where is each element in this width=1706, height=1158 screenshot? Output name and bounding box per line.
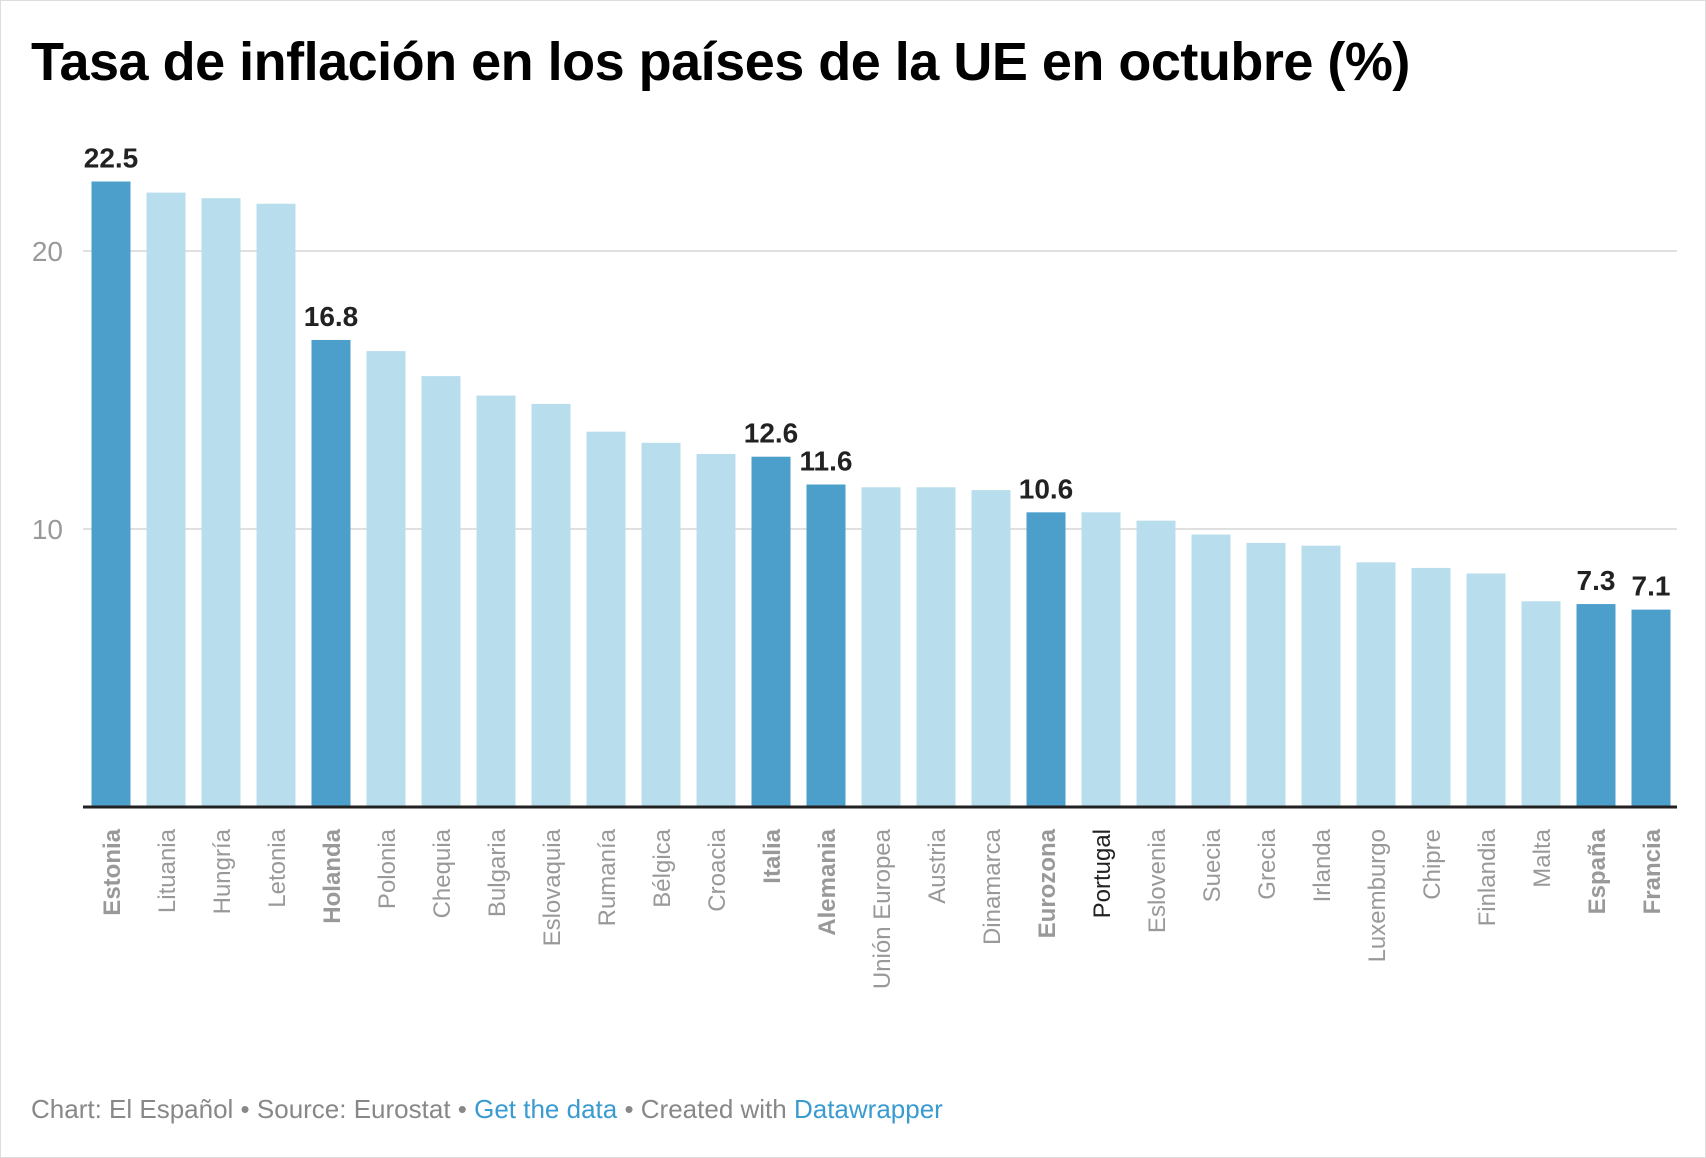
bar-hungría (201, 198, 241, 807)
bar-austria (916, 487, 956, 807)
x-tick-label: Bélgica (649, 828, 676, 907)
x-tick-label: Eslovenia (1144, 828, 1171, 933)
x-tick-label: Lituania (154, 828, 181, 913)
x-tick-label: Suecia (1199, 828, 1226, 902)
data-label: 12.6 (744, 418, 799, 449)
bar-luxemburgo (1356, 562, 1396, 807)
bar-chequia (421, 376, 461, 807)
bar-italia (751, 456, 791, 807)
x-tick-label: Croacia (704, 828, 731, 911)
bar-chart: 10 20 22.5 Estonia Lituania Hungría Letonia 16.… (32, 143, 1677, 989)
separator: • (450, 1094, 475, 1124)
separator: • (617, 1094, 641, 1124)
bar-croacia (696, 453, 736, 807)
data-label: 16.8 (304, 301, 359, 332)
x-tick-label: Chequia (429, 828, 456, 918)
x-tick-label: Alemania (814, 828, 841, 935)
footer: Chart: El Español • Source: Eurostat • G… (31, 1094, 943, 1125)
bar-estonia (91, 181, 131, 807)
x-tick-label: Luxemburgo (1364, 829, 1391, 962)
bar-bélgica (641, 442, 681, 807)
x-tick-label: Italia (759, 828, 786, 883)
x-tick-label: Unión Europea (869, 828, 896, 989)
x-tick-label: Grecia (1254, 828, 1281, 899)
x-tick-label: Irlanda (1309, 828, 1336, 902)
bar-suecia (1191, 534, 1231, 807)
bar-portugal (1081, 512, 1121, 807)
chart-title: Tasa de inflación en los países de la UE… (31, 32, 1410, 92)
get-the-data-link[interactable]: Get the data (474, 1094, 618, 1124)
bar-eurozona (1026, 512, 1066, 807)
footer-created: Created with (640, 1094, 794, 1124)
bar-dinamarca (971, 490, 1011, 807)
x-tick-label: Hungría (209, 828, 236, 914)
bar-españa (1576, 604, 1616, 807)
x-tick-label: Austria (924, 828, 951, 903)
bar-grecia (1246, 542, 1286, 807)
bar-letonia (256, 203, 296, 808)
bar-finlandia (1466, 573, 1506, 807)
bar-holanda (311, 339, 351, 807)
datawrapper-link[interactable]: Datawrapper (793, 1094, 943, 1124)
bar-malta (1521, 601, 1561, 807)
x-tick-label: Eurozona (1034, 828, 1061, 938)
bar-unión-europea (861, 487, 901, 807)
y-tick-label: 20 (32, 236, 63, 267)
bar-lituania (146, 192, 186, 807)
x-tick-label: Polonia (374, 828, 401, 909)
x-tick-label: Dinamarca (979, 828, 1006, 945)
x-tick-label: Francia (1639, 828, 1666, 914)
bar-alemania (806, 484, 846, 807)
bar-eslovaquia (531, 403, 571, 807)
bar-bulgaria (476, 395, 516, 807)
x-tick-label: Letonia (264, 828, 291, 907)
footer-source: Source: Eurostat (256, 1094, 451, 1124)
x-tick-label: Holanda (319, 828, 346, 923)
bar-chipre (1411, 567, 1451, 807)
x-tick-label: Eslovaquia (539, 828, 566, 946)
bar-polonia (366, 351, 406, 807)
x-tick-label: Chipre (1419, 829, 1446, 900)
bar-eslovenia (1136, 520, 1176, 807)
x-tick-label: Bulgaria (484, 828, 511, 917)
data-label: 11.6 (800, 446, 853, 477)
bar-francia (1631, 609, 1671, 807)
x-tick-label: Malta (1529, 828, 1556, 887)
x-tick-label: Estonia (99, 828, 126, 915)
separator: • (233, 1094, 257, 1124)
y-tick-label: 10 (32, 514, 63, 545)
x-tick-label: Portugal (1089, 829, 1116, 918)
data-label: 22.5 (84, 143, 139, 174)
bar-rumanía (586, 431, 626, 807)
data-label: 7.3 (1577, 565, 1616, 596)
x-tick-label: Finlandia (1474, 828, 1501, 926)
bar-irlanda (1301, 545, 1341, 807)
x-tick-label: España (1584, 828, 1611, 914)
data-label: 7.1 (1632, 571, 1671, 602)
data-label: 10.6 (1019, 473, 1074, 504)
footer-credit: Chart: El Español (31, 1094, 234, 1124)
x-tick-label: Rumanía (594, 828, 621, 926)
